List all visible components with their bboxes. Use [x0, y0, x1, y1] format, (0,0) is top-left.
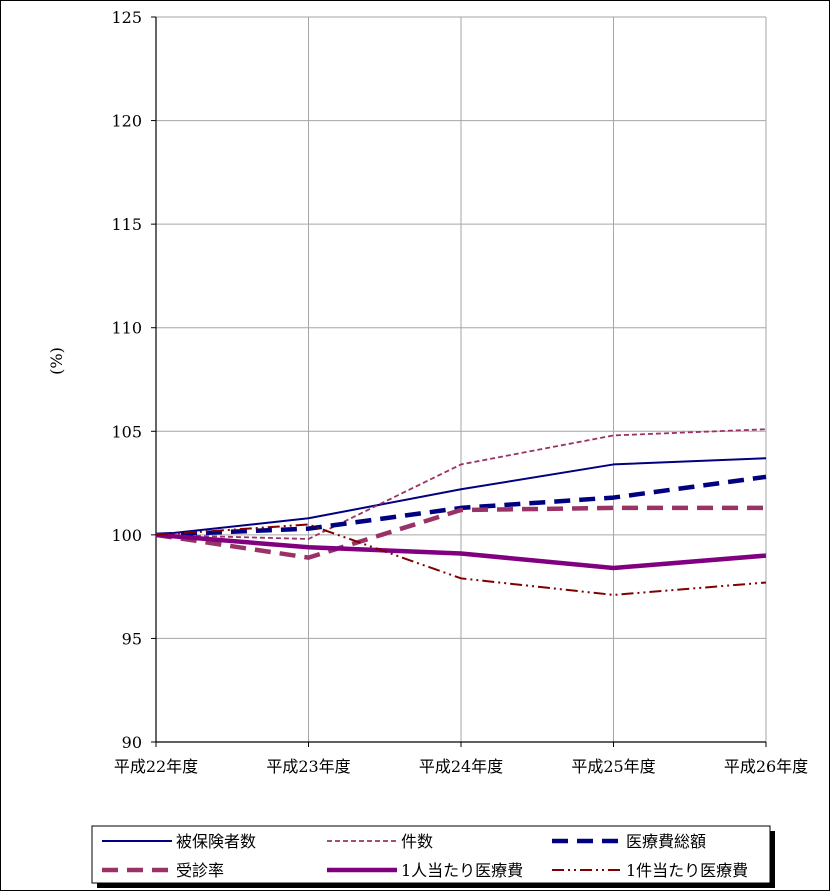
gridlines [156, 16, 767, 742]
y-tick-label: 100 [111, 526, 142, 545]
x-tick-label: 平成26年度 [724, 757, 808, 776]
y-tick-label: 115 [111, 215, 142, 234]
axes [151, 16, 767, 747]
legend-label-3: 医療費総額 [626, 832, 706, 851]
x-tick-label: 平成24年度 [419, 757, 503, 776]
y-tick-label: 95 [122, 629, 142, 648]
x-tick-label: 平成25年度 [571, 757, 655, 776]
series-line-1 [155, 457, 767, 536]
y-tick-labels: 90 95 100 105 110 115 120 125 [111, 8, 142, 752]
series-line-6 [155, 523, 767, 596]
x-tick-label: 平成22年度 [114, 757, 198, 776]
x-tick-label: 平成23年度 [266, 757, 350, 776]
series-lines [155, 428, 767, 596]
y-tick-label: 120 [111, 112, 142, 131]
x-tick-labels: 平成22年度 平成23年度 平成24年度 平成25年度 平成26年度 [114, 757, 808, 776]
legend-label-1: 被保険者数 [176, 832, 256, 851]
y-axis-label: (%) [47, 347, 66, 375]
series-line-2 [155, 428, 767, 540]
series-line-4 [155, 505, 766, 560]
legend-label-5: 1人当たり医療費 [401, 861, 523, 880]
series-line-5 [155, 532, 767, 571]
y-tick-label: 125 [111, 8, 142, 27]
legend-label-6: 1件当たり医療費 [626, 861, 748, 880]
legend-label-4: 受診率 [176, 861, 224, 880]
y-tick-label: 90 [122, 733, 142, 752]
legend-label-2: 件数 [401, 832, 433, 851]
legend-box [91, 825, 771, 884]
y-tick-label: 110 [111, 319, 142, 338]
y-tick-label: 105 [111, 422, 142, 441]
